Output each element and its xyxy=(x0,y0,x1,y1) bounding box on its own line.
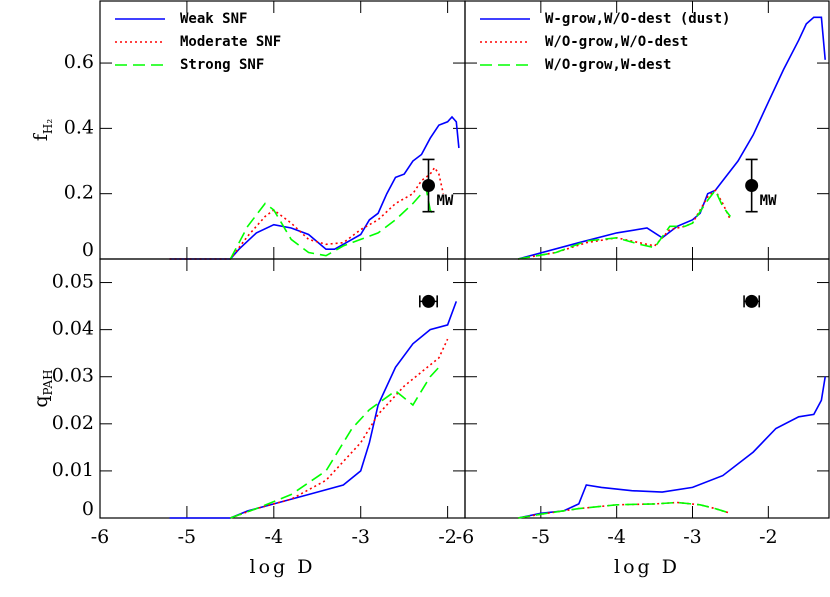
y-tick-label: 0.03 xyxy=(52,365,94,387)
x-tick-label: -5 xyxy=(532,526,551,548)
y-axis-label-sub: H₂ xyxy=(41,119,55,134)
y-axis-label-main: q xyxy=(30,395,52,407)
legend-label: Moderate SNF xyxy=(180,34,281,50)
y-tick-label: 0 xyxy=(82,239,94,261)
series-line xyxy=(230,366,440,519)
y-axis-label-sub: PAH xyxy=(41,369,55,395)
y-axis-label: fH₂ xyxy=(30,119,55,142)
y-tick-label: 0.2 xyxy=(64,182,94,204)
panel-frame xyxy=(99,258,466,519)
reference-point xyxy=(422,179,435,193)
legend-label: Strong SNF xyxy=(180,57,264,73)
reference-label: MW xyxy=(760,193,777,209)
reference-point xyxy=(745,179,759,193)
panel-frame xyxy=(464,258,830,519)
series-line xyxy=(169,115,460,260)
x-axis-label: log D xyxy=(250,556,316,578)
series-line xyxy=(517,188,732,260)
y-tick-label: 0.01 xyxy=(52,459,94,481)
series-line xyxy=(517,16,826,260)
y-tick-label: 0.05 xyxy=(52,271,94,293)
series-line xyxy=(169,166,445,260)
legend-label: W/O-grow,W/O-dest xyxy=(545,34,688,50)
x-tick-label: -2 xyxy=(438,526,457,548)
legend-label: W/O-grow,W-dest xyxy=(545,57,671,73)
series-line xyxy=(230,338,449,519)
x-tick-label: -3 xyxy=(351,526,370,548)
x-tick-label: -4 xyxy=(265,526,284,548)
x-tick-label: -6 xyxy=(91,526,110,548)
y-tick-label: 0.4 xyxy=(64,116,94,138)
y-axis-label: qPAH xyxy=(30,369,55,407)
x-tick-label: -2 xyxy=(759,526,778,548)
legend-label: W-grow,W/O-dest (dust) xyxy=(545,11,730,27)
x-tick-label: -4 xyxy=(607,526,626,548)
x-axis-label: log D xyxy=(614,556,680,578)
series-line xyxy=(517,189,732,260)
legend-label: Weak SNF xyxy=(180,11,247,27)
y-tick-label: 0 xyxy=(82,498,94,520)
panel-frame xyxy=(99,0,466,260)
reference-point xyxy=(422,294,435,308)
reference-label: MW xyxy=(437,193,454,209)
series-line xyxy=(517,501,731,519)
series-line xyxy=(169,301,458,519)
y-tick-label: 0.02 xyxy=(52,412,94,434)
x-tick-label: -3 xyxy=(683,526,702,548)
y-tick-label: 0.6 xyxy=(64,51,94,73)
y-axis-label-main: f xyxy=(30,132,52,141)
series-line xyxy=(517,376,826,519)
series-line xyxy=(517,501,731,519)
series-line xyxy=(229,185,436,260)
reference-point xyxy=(745,294,759,308)
x-tick-label: -6 xyxy=(456,526,475,548)
y-tick-label: 0.04 xyxy=(52,318,94,340)
x-tick-label: -5 xyxy=(178,526,197,548)
